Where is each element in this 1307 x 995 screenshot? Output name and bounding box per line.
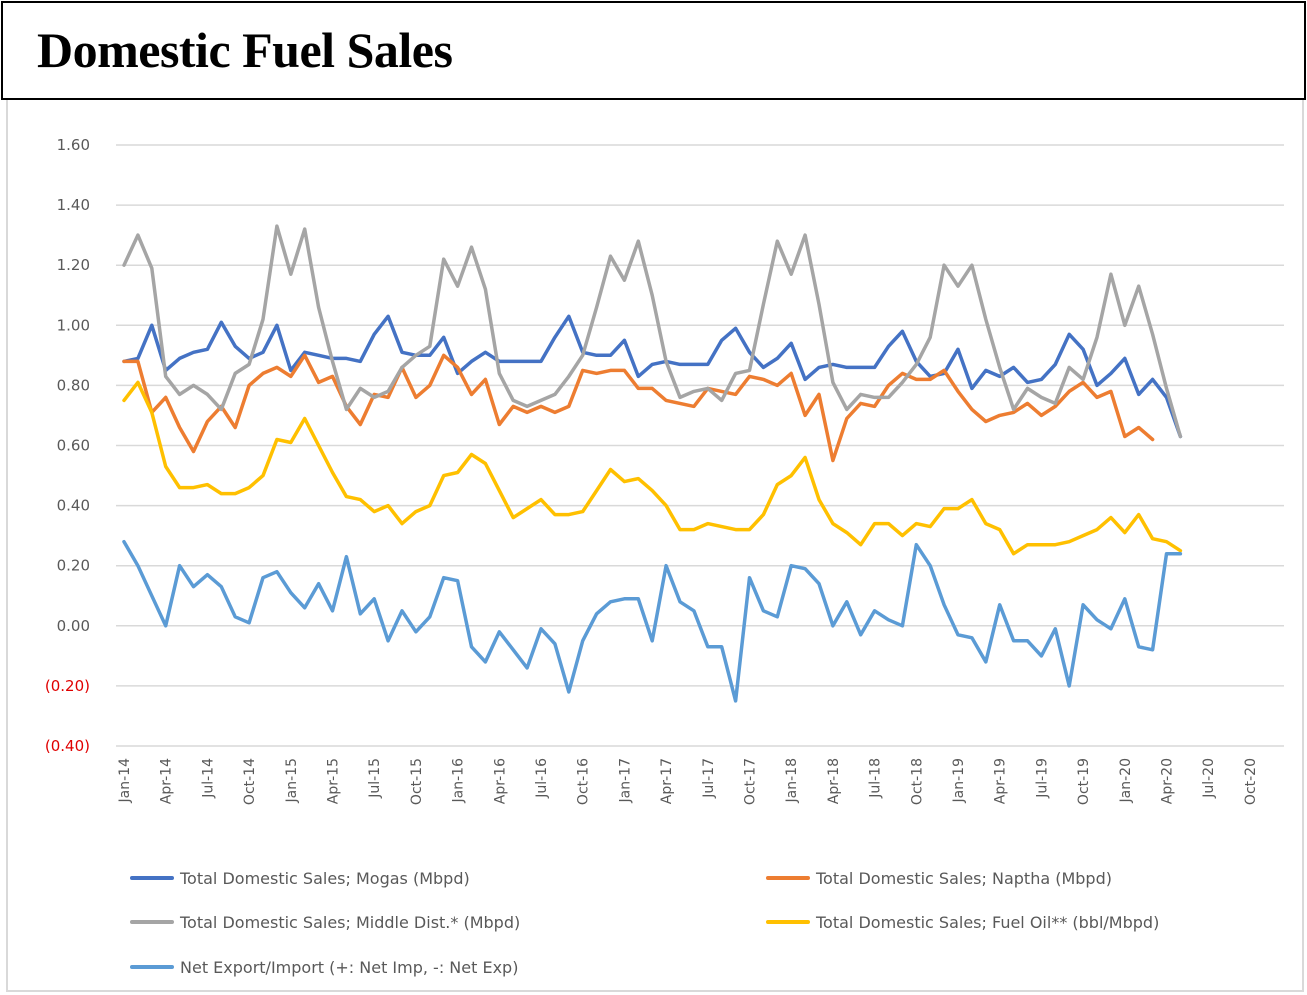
x-axis-ticks: Jan-14 Apr-14 Jul-14 Oct-14 Jan-15 Apr-15 Jul-… xyxy=(117,758,1259,805)
legend-swatch-mogas xyxy=(130,876,174,880)
legend-swatch-middle-dist xyxy=(130,920,174,924)
y-tick-label: (0.40) xyxy=(45,737,90,755)
legend-label: Total Domestic Sales; Mogas (Mbpd) xyxy=(180,868,470,888)
x-tick-label: Jan-20 xyxy=(1118,758,1134,803)
x-tick-label: Jan-17 xyxy=(617,758,633,803)
legend-swatch-naptha xyxy=(766,876,810,880)
x-tick-label: Oct-15 xyxy=(409,758,425,805)
legend-item-naptha: Total Domestic Sales; Naptha (Mbpd) xyxy=(766,868,1112,888)
x-tick-label: Oct-20 xyxy=(1243,758,1259,805)
legend-item-fuel-oil: Total Domestic Sales; Fuel Oil** (bbl/Mb… xyxy=(766,912,1159,932)
series-line-fuel-oil xyxy=(122,380,1183,556)
legend-label: Total Domestic Sales; Fuel Oil** (bbl/Mb… xyxy=(816,912,1160,932)
x-tick-label: Apr-19 xyxy=(993,758,1009,804)
x-tick-label: Apr-18 xyxy=(826,758,842,804)
y-tick-label: 1.00 xyxy=(57,316,90,334)
series-lines xyxy=(122,224,1183,703)
x-tick-label: Apr-15 xyxy=(326,758,342,804)
legend-item-mogas: Total Domestic Sales; Mogas (Mbpd) xyxy=(130,868,470,888)
legend-swatch-fuel-oil xyxy=(766,920,810,924)
y-tick-label: (0.20) xyxy=(45,677,90,695)
x-tick-label: Jul-17 xyxy=(701,758,717,799)
y-tick-label: 1.60 xyxy=(57,136,90,154)
y-tick-label: 0.80 xyxy=(57,376,90,394)
legend-item-middle-dist: Total Domestic Sales; Middle Dist.* (Mbp… xyxy=(130,912,520,932)
chart-frame xyxy=(6,100,1304,992)
x-tick-label: Apr-14 xyxy=(159,758,175,804)
series-line-mogas xyxy=(122,314,1183,439)
x-tick-label: Apr-16 xyxy=(492,758,508,804)
legend-swatch-net-export-import xyxy=(130,965,174,969)
y-tick-label: 1.40 xyxy=(57,196,90,214)
x-tick-label: Oct-18 xyxy=(909,758,925,805)
series-line-naptha xyxy=(122,353,1155,463)
x-tick-label: Jan-18 xyxy=(784,758,800,803)
x-tick-label: Apr-20 xyxy=(1160,758,1176,804)
y-tick-label: 0.60 xyxy=(57,437,90,455)
x-tick-label: Jul-15 xyxy=(367,758,383,799)
x-tick-label: Jan-19 xyxy=(951,758,967,803)
x-tick-label: Jan-16 xyxy=(451,758,467,804)
x-tick-label: Jul-14 xyxy=(200,758,216,799)
legend-label: Total Domestic Sales; Middle Dist.* (Mbp… xyxy=(180,912,521,932)
page-title: Domestic Fuel Sales xyxy=(37,22,453,78)
x-tick-label: Jan-15 xyxy=(284,758,300,803)
x-tick-label: Jul-19 xyxy=(1034,758,1050,799)
legend-label: Net Export/Import (+: Net Imp, -: Net Ex… xyxy=(180,957,519,977)
series-line-net-export-import xyxy=(122,539,1183,703)
y-tick-label: 0.00 xyxy=(57,617,90,635)
x-tick-label: Oct-16 xyxy=(576,758,592,805)
title-banner: Domestic Fuel Sales xyxy=(1,1,1306,100)
legend-item-net-export-import: Net Export/Import (+: Net Imp, -: Net Ex… xyxy=(130,957,518,977)
y-tick-label: 1.20 xyxy=(57,256,90,274)
x-tick-label: Jul-16 xyxy=(534,758,550,799)
x-tick-label: Jul-18 xyxy=(868,758,884,799)
y-tick-label: 0.40 xyxy=(57,497,90,515)
legend-label: Total Domestic Sales; Naptha (Mbpd) xyxy=(816,868,1112,888)
y-tick-label: 0.20 xyxy=(57,557,90,575)
gridlines xyxy=(116,144,1284,747)
x-tick-label: Jan-14 xyxy=(117,758,133,804)
x-tick-label: Apr-17 xyxy=(659,758,675,804)
x-tick-label: Oct-17 xyxy=(743,758,759,805)
x-tick-label: Oct-14 xyxy=(242,758,258,805)
x-tick-label: Jul-20 xyxy=(1201,758,1217,799)
x-tick-label: Oct-19 xyxy=(1076,758,1092,805)
series-line-middle-dist xyxy=(122,224,1183,439)
y-axis-ticks: 1.60 1.40 1.20 1.00 0.80 0.60 0.40 0.20 0.00 (0.2… xyxy=(45,136,90,755)
